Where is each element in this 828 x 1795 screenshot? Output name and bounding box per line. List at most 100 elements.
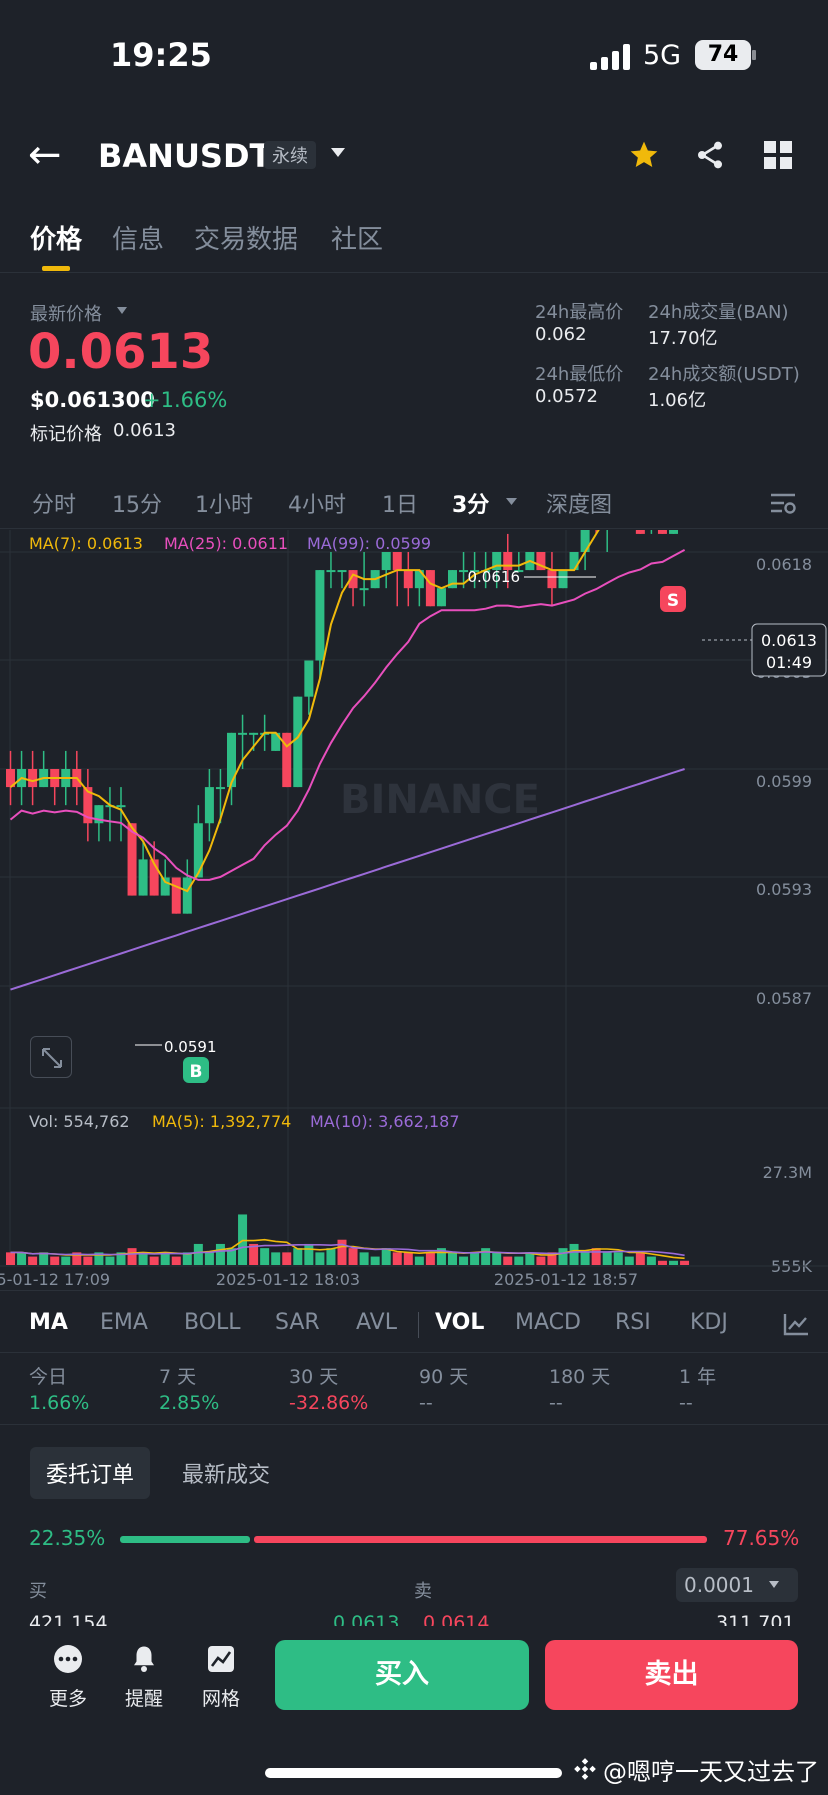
tf-timeline[interactable]: 分时 [32,493,77,518]
candle-body [315,570,325,661]
tab-order-book[interactable]: 委托订单 [30,1447,151,1499]
candle-body [83,787,93,824]
candle-body [127,823,137,896]
chart-settings-icon[interactable] [770,491,796,515]
ind-ema[interactable]: EMA [100,1310,148,1335]
precision-selector[interactable]: 0.0001 [676,1568,798,1602]
tab-latest-trades[interactable]: 最新成交 [182,1463,271,1488]
tf-depth[interactable]: 深度图 [546,493,613,518]
last-price-dropdown-icon[interactable] [116,306,128,315]
high-value: 0.062 [535,324,587,345]
perf-180d-value: -- [549,1392,563,1414]
volume-bar [83,1256,93,1265]
vol-ban-label: 24h成交量(BAN) [648,302,789,323]
vol-ma10-label: MA(10): 3,662,187 [310,1112,460,1131]
pair-dropdown-icon[interactable] [330,147,346,159]
more-icon [54,1645,82,1673]
ind-macd[interactable]: MACD [515,1310,581,1335]
candle-countdown: 01:49 [766,653,812,672]
network-type: 5G [643,40,682,71]
orderbook-tabs: 委托订单 最新成交 [0,1447,828,1499]
tab-info[interactable]: 信息 [112,225,165,255]
chart-watermark: BINANCE [340,777,540,823]
sell-marker [660,586,686,612]
contract-type-badge: 永续 [264,141,316,169]
volume-bar [525,1252,535,1265]
ind-ma[interactable]: MA [29,1310,68,1335]
perf-1y-value: -- [679,1392,693,1414]
ind-kdj[interactable]: KDJ [690,1310,728,1335]
volume-bar [680,1260,690,1265]
volume-bar [282,1252,292,1265]
x-tick-label: 2025-01-12 18:03 [216,1270,360,1289]
candle-body [503,552,513,571]
tf-1d[interactable]: 1日 [382,493,418,518]
volume-bar [28,1256,38,1265]
volume-bar [304,1243,314,1265]
tf-15m[interactable]: 15分 [112,493,162,518]
volume-bar [348,1248,358,1265]
current-price-tag-value: 0.0613 [761,631,817,650]
volume-bar [39,1252,49,1265]
candle-body [381,552,391,571]
volume-bar [105,1256,115,1265]
candle-body [271,732,281,751]
candle-body [558,570,568,589]
candle-body [392,552,402,571]
back-arrow-icon[interactable]: ← [28,132,62,178]
ind-boll[interactable]: BOLL [184,1310,241,1335]
ask-price: 0.0614 [423,1612,490,1626]
tab-trading-data[interactable]: 交易数据 [194,225,299,255]
more-button[interactable]: 更多 [38,1644,98,1711]
tab-community[interactable]: 社区 [331,225,384,255]
candle-body [436,588,446,607]
tab-price[interactable]: 价格 [30,225,83,255]
ma7-line [9,501,685,893]
favorite-star-icon[interactable] [628,139,660,171]
grid-menu-icon[interactable] [764,141,792,169]
pair-header: ← BANUSDT 永续 [0,125,828,187]
indicator-chart-icon[interactable] [783,1312,809,1336]
candle-body [470,570,480,573]
price-change: +1.66% [143,388,228,412]
share-icon[interactable] [694,139,726,171]
ma25-label: MA(25): 0.0611 [164,534,289,553]
volume-bar [293,1248,303,1265]
grid-button[interactable]: 网格 [191,1644,251,1711]
ind-avl[interactable]: AVL [356,1310,397,1335]
volume-bar [204,1252,214,1265]
sell-ratio-bar [254,1536,707,1543]
ind-rsi[interactable]: RSI [615,1310,651,1335]
vol-y-tick-label: 27.3M [763,1163,812,1182]
volume-bar [569,1243,579,1265]
ind-vol[interactable]: VOL [435,1310,485,1335]
tf-3m[interactable]: 3分 [452,493,490,518]
candle-body [282,732,292,788]
volume-bar [492,1252,502,1265]
buy-button[interactable]: 买入 [275,1640,529,1710]
candle-body [94,805,104,824]
usd-price: $0.061300 [30,388,155,412]
price-section: 最新价格 0.0613 $0.061300 +1.66% 标记价格 0.0613… [0,290,828,450]
vol-ma5-label: MA(5): 1,392,774 [152,1112,292,1131]
sell-button[interactable]: 卖出 [545,1640,798,1710]
last-price-label[interactable]: 最新价格 [30,304,102,325]
precision-value: 0.0001 [684,1573,754,1597]
tf-1h[interactable]: 1小时 [195,493,253,518]
bell-icon [134,1646,154,1672]
kline-chart[interactable]: 0.06180.06050.05990.05930.0587BINANCE0.0… [0,461,828,1289]
y-tick-label: 0.0599 [756,772,812,791]
volume-bar [514,1256,524,1265]
status-bar: 19:25 5G 74 [0,0,828,110]
volume-bar [171,1256,181,1265]
fullscreen-button[interactable] [30,1036,72,1078]
pair-title[interactable]: BANUSDT [98,137,272,175]
tf-4h[interactable]: 4小时 [288,493,346,518]
ind-sar[interactable]: SAR [275,1310,320,1335]
tf-dropdown-icon[interactable] [505,497,518,506]
home-indicator[interactable] [265,1768,562,1778]
volume-bar [138,1252,148,1265]
volume-bar [260,1248,270,1265]
perf-7d-value: 2.85% [159,1392,220,1414]
alert-button[interactable]: 提醒 [114,1644,174,1711]
